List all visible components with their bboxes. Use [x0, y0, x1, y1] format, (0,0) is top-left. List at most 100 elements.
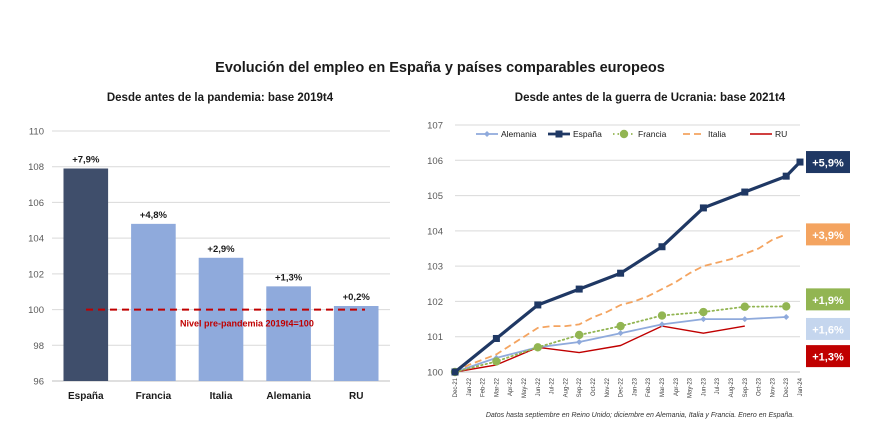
- series-marker: [492, 334, 500, 342]
- right-x-tick-label: Nov-22: [605, 377, 611, 397]
- left-y-tick-label: 106: [28, 198, 44, 209]
- right-x-tick-label: Aug-23: [729, 377, 735, 397]
- series-marker: [576, 339, 583, 346]
- x-category-label: RU: [349, 391, 363, 402]
- end-label-box-italia: [806, 223, 850, 246]
- main-title: Evolución del empleo en España y países …: [215, 60, 665, 76]
- right-x-tick-label: Dec-21: [453, 377, 459, 397]
- x-category-label: Francia: [136, 391, 172, 402]
- series-line-ru: [454, 325, 745, 373]
- right-x-tick-label: Jan-23: [632, 377, 638, 396]
- left-y-tick-label: 110: [29, 127, 44, 138]
- series-marker: [659, 321, 665, 328]
- series-marker: [700, 316, 707, 323]
- series-marker: [782, 172, 790, 180]
- left-chart-title: Desde antes de la pandemia: base 2019t4: [106, 92, 334, 104]
- right-y-tick-label: 107: [427, 121, 443, 132]
- right-x-tick-label: Oct-23: [757, 377, 763, 396]
- series-line-españa: [453, 160, 802, 374]
- bar-2: [198, 257, 244, 381]
- bar-3: [266, 286, 311, 381]
- left-y-tick-label: 102: [28, 269, 44, 280]
- legend-label-alemania: Alemania: [501, 129, 537, 139]
- right-x-tick-label: Dec-23: [784, 377, 790, 397]
- right-x-tick-label: Mar-22: [494, 377, 500, 397]
- right-x-tick-label: Dec-22: [619, 377, 625, 397]
- series-marker: [575, 285, 583, 293]
- right-x-tick-label: Apr-22: [508, 377, 514, 396]
- end-label-alemania: +1,6%: [812, 324, 844, 336]
- bar-value-label: +2,9%: [207, 244, 235, 255]
- right-x-tick-label: May-22: [522, 377, 528, 398]
- left-y-tick-label: 98: [33, 341, 44, 352]
- series-marker: [741, 188, 749, 196]
- series-line-francia: [454, 305, 788, 373]
- left-y-tick-label: 96: [33, 377, 44, 388]
- right-x-tick-label: Nov-23: [770, 377, 776, 397]
- right-x-tick-label: Jan-22: [467, 377, 473, 396]
- right-chart-title: Desde antes de la guerra de Ucrania: bas…: [514, 92, 786, 104]
- right-x-tick-label: Jun-23: [701, 377, 707, 396]
- left-y-tick-label: 100: [28, 305, 44, 316]
- series-marker: [782, 302, 791, 311]
- right-y-tick-label: 105: [427, 191, 443, 202]
- x-category-label: Alemania: [266, 391, 311, 402]
- right-y-tick-label: 102: [427, 297, 443, 308]
- right-x-tick-label: Jul-22: [550, 377, 556, 394]
- series-marker: [617, 330, 624, 337]
- end-label-box-alemania: [806, 317, 850, 340]
- end-label-box-españa: [806, 151, 850, 174]
- right-y-tick-label: 101: [427, 332, 443, 343]
- right-x-tick-label: Mar-23: [660, 377, 666, 397]
- right-y-tick-label: 104: [427, 226, 443, 237]
- right-x-tick-label: Sep-22: [577, 377, 583, 397]
- bar-value-label: +1,3%: [275, 272, 303, 283]
- source-note: Datos hasta septiembre en Reino Unido; d…: [485, 412, 795, 419]
- end-label-ru: +1,3%: [812, 352, 844, 364]
- bar-value-label: +7,9%: [72, 155, 100, 166]
- right-y-tick-label: 103: [427, 262, 443, 273]
- right-y-tick-label: 106: [427, 156, 443, 167]
- series-marker: [533, 343, 542, 352]
- reference-line-label: Nivel pre-pandemia 2019t4=100: [180, 319, 314, 329]
- series-marker: [617, 269, 625, 277]
- left-y-tick-label: 108: [28, 162, 44, 173]
- series-marker: [492, 357, 501, 366]
- right-x-tick-label: Jul-23: [715, 377, 721, 394]
- end-label-italia: +3,9%: [812, 230, 844, 242]
- right-x-tick-label: Oct-22: [591, 377, 597, 396]
- legend-marker: [484, 131, 490, 137]
- legend-label-españa: España: [573, 129, 602, 139]
- right-x-tick-label: Jun-22: [536, 377, 542, 396]
- legend-marker: [555, 130, 563, 138]
- bar-value-label: +4,8%: [140, 210, 168, 221]
- legend-label-francia: Francia: [638, 129, 667, 139]
- series-marker: [699, 307, 708, 317]
- end-label-francia: +1,9%: [812, 295, 844, 307]
- right-x-tick-label: Apr-23: [674, 377, 680, 396]
- right-x-tick-label: Feb-23: [646, 377, 652, 397]
- legend-label-ru: RU: [775, 129, 787, 139]
- end-label-box-ru: [806, 345, 850, 368]
- series-marker: [783, 313, 790, 320]
- bar-value-label: +0,2%: [343, 292, 371, 303]
- x-category-label: España: [68, 391, 104, 402]
- series-marker: [741, 316, 748, 323]
- right-x-tick-label: Feb-22: [481, 377, 487, 397]
- right-x-tick-label: May-23: [688, 377, 694, 398]
- end-label-españa: +5,9%: [812, 158, 844, 170]
- series-marker: [534, 301, 542, 309]
- series-marker: [658, 243, 666, 251]
- series-marker: [657, 311, 667, 320]
- end-label-box-francia: [806, 288, 850, 311]
- bar-4: [333, 306, 379, 381]
- bar-0: [63, 168, 109, 381]
- x-category-label: Italia: [210, 391, 233, 402]
- legend-marker: [619, 129, 629, 139]
- series-marker: [699, 204, 707, 212]
- left-y-tick-label: 104: [28, 234, 44, 245]
- series-marker: [616, 321, 625, 331]
- series-marker: [740, 302, 749, 311]
- right-y-tick-label: 100: [427, 368, 443, 379]
